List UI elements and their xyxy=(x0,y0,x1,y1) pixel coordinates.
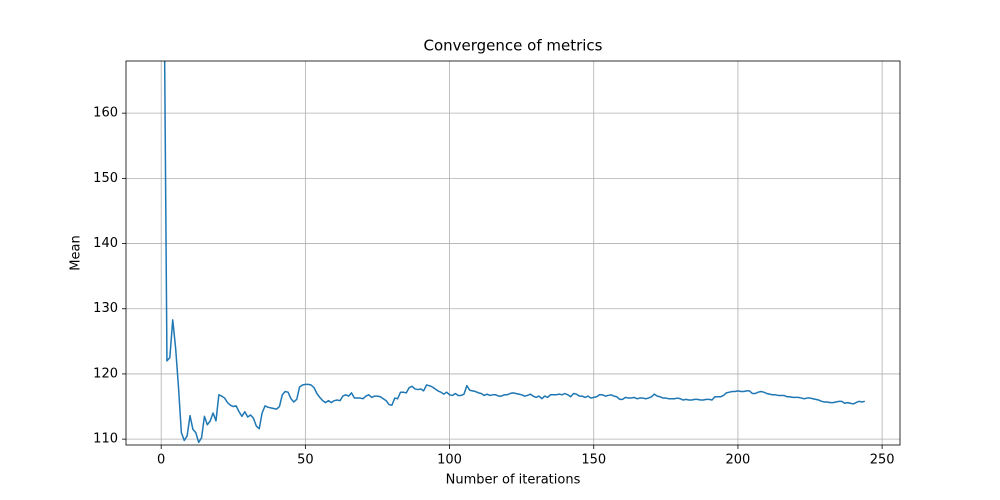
y-tick-label: 160 xyxy=(93,106,118,121)
y-axis-label: Mean xyxy=(69,235,84,270)
x-tick-label: 0 xyxy=(157,453,165,468)
y-tick-label: 120 xyxy=(93,366,118,381)
x-tick-label: 150 xyxy=(581,453,606,468)
x-tick-label: 100 xyxy=(437,453,462,468)
x-tick-label: 200 xyxy=(726,453,751,468)
y-tick-label: 140 xyxy=(93,236,118,251)
data-line xyxy=(163,61,865,444)
x-tick-label: 250 xyxy=(870,453,895,468)
chart-title: Convergence of metrics xyxy=(423,37,602,55)
ticks: 0 50 100 150 200 250 110 120 130 140 150 160 xyxy=(93,106,894,468)
x-tick-label: 50 xyxy=(297,453,314,468)
y-tick-label: 150 xyxy=(93,171,118,186)
grid xyxy=(126,61,900,445)
y-tick-label: 110 xyxy=(93,432,118,447)
axes-frame xyxy=(125,60,901,446)
x-axis-label: Number of iterations xyxy=(446,473,581,488)
plot-area xyxy=(163,61,865,444)
y-tick-label: 130 xyxy=(93,301,118,316)
